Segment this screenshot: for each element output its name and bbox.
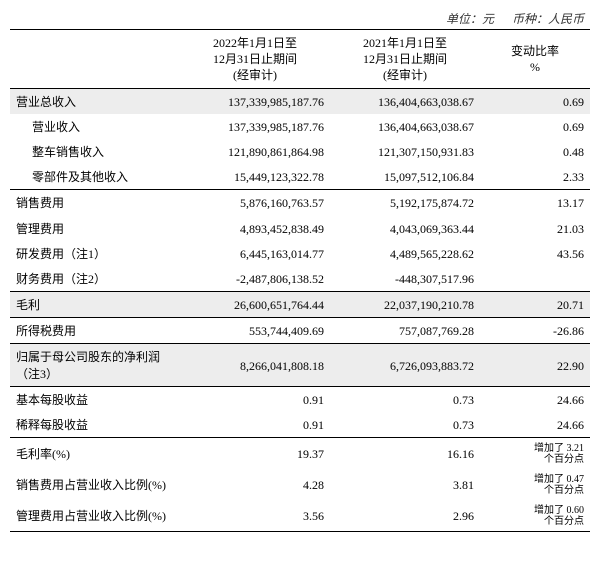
header-change: 变动比率% (480, 30, 590, 89)
change-value: 22.90 (480, 344, 590, 386)
value-2021: 5,192,175,874.72 (330, 190, 480, 216)
value-2022: -2,487,806,138.52 (180, 266, 330, 292)
value-2022: 137,339,985,187.76 (180, 114, 330, 139)
value-2021: 4,043,069,363.44 (330, 216, 480, 241)
header-period-2022: 2022年1月1日至12月31日止期间(经审计) (180, 30, 330, 89)
table-row: 毛利率(%)19.3716.16增加了 3.21个百分点 (10, 438, 590, 470)
value-2021: 22,037,190,210.78 (330, 292, 480, 318)
change-value: 13.17 (480, 190, 590, 216)
value-2022: 15,449,123,322.78 (180, 164, 330, 190)
value-2021: 136,404,663,038.67 (330, 114, 480, 139)
row-label: 整车销售收入 (10, 139, 180, 164)
table-header-row: 2022年1月1日至12月31日止期间(经审计) 2021年1月1日至12月31… (10, 30, 590, 89)
row-label: 基本每股收益 (10, 386, 180, 412)
table-row: 稀释每股收益0.910.7324.66 (10, 412, 590, 438)
change-value: 增加了 0.47个百分点 (480, 469, 590, 500)
value-2022: 553,744,409.69 (180, 318, 330, 344)
row-label: 稀释每股收益 (10, 412, 180, 438)
change-value: 0.48 (480, 139, 590, 164)
value-2022: 0.91 (180, 412, 330, 438)
header-item (10, 30, 180, 89)
change-value: 21.03 (480, 216, 590, 241)
value-2021: 0.73 (330, 412, 480, 438)
row-label: 所得税费用 (10, 318, 180, 344)
change-value (480, 266, 590, 292)
value-2021: 4,489,565,228.62 (330, 241, 480, 266)
change-value: 0.69 (480, 114, 590, 139)
table-row: 管理费用4,893,452,838.494,043,069,363.4421.0… (10, 216, 590, 241)
table-row: 销售费用5,876,160,763.575,192,175,874.7213.1… (10, 190, 590, 216)
value-2022: 19.37 (180, 438, 330, 470)
change-value: 20.71 (480, 292, 590, 318)
table-row: 营业收入137,339,985,187.76136,404,663,038.67… (10, 114, 590, 139)
currency-label: 币种：人民币 (512, 10, 584, 27)
unit-label: 单位：元 (446, 10, 494, 27)
table-row: 基本每股收益0.910.7324.66 (10, 386, 590, 412)
row-label: 零部件及其他收入 (10, 164, 180, 190)
row-label: 销售费用 (10, 190, 180, 216)
change-value: 增加了 3.21个百分点 (480, 438, 590, 470)
table-body: 营业总收入137,339,985,187.76136,404,663,038.6… (10, 88, 590, 532)
change-value: 0.69 (480, 88, 590, 114)
row-label: 管理费用占营业收入比例(%) (10, 500, 180, 532)
value-2021: 2.96 (330, 500, 480, 532)
row-label: 归属于母公司股东的净利润（注3） (10, 344, 180, 386)
value-2021: 121,307,150,931.83 (330, 139, 480, 164)
table-row: 零部件及其他收入15,449,123,322.7815,097,512,106.… (10, 164, 590, 190)
row-label: 毛利率(%) (10, 438, 180, 470)
table-row: 所得税费用553,744,409.69757,087,769.28-26.86 (10, 318, 590, 344)
value-2022: 6,445,163,014.77 (180, 241, 330, 266)
value-2021: 136,404,663,038.67 (330, 88, 480, 114)
value-2022: 5,876,160,763.57 (180, 190, 330, 216)
value-2021: 6,726,093,883.72 (330, 344, 480, 386)
value-2022: 8,266,041,808.18 (180, 344, 330, 386)
row-label: 财务费用（注2） (10, 266, 180, 292)
value-2022: 26,600,651,764.44 (180, 292, 330, 318)
change-value: 43.56 (480, 241, 590, 266)
change-value: 增加了 0.60个百分点 (480, 500, 590, 532)
value-2021: 0.73 (330, 386, 480, 412)
change-value: -26.86 (480, 318, 590, 344)
value-2022: 4.28 (180, 469, 330, 500)
header-period-2021: 2021年1月1日至12月31日止期间(经审计) (330, 30, 480, 89)
value-2022: 4,893,452,838.49 (180, 216, 330, 241)
value-2021: -448,307,517.96 (330, 266, 480, 292)
value-2022: 0.91 (180, 386, 330, 412)
table-row: 管理费用占营业收入比例(%)3.562.96增加了 0.60个百分点 (10, 500, 590, 532)
row-label: 营业收入 (10, 114, 180, 139)
table-row: 毛利26,600,651,764.4422,037,190,210.7820.7… (10, 292, 590, 318)
financial-table: 2022年1月1日至12月31日止期间(经审计) 2021年1月1日至12月31… (10, 29, 590, 532)
value-2021: 3.81 (330, 469, 480, 500)
table-row: 财务费用（注2）-2,487,806,138.52-448,307,517.96 (10, 266, 590, 292)
table-row: 归属于母公司股东的净利润（注3）8,266,041,808.186,726,09… (10, 344, 590, 386)
value-2021: 15,097,512,106.84 (330, 164, 480, 190)
value-2022: 137,339,985,187.76 (180, 88, 330, 114)
change-value: 2.33 (480, 164, 590, 190)
table-row: 销售费用占营业收入比例(%)4.283.81增加了 0.47个百分点 (10, 469, 590, 500)
row-label: 管理费用 (10, 216, 180, 241)
table-row: 营业总收入137,339,985,187.76136,404,663,038.6… (10, 88, 590, 114)
unit-currency-line: 单位：元 币种：人民币 (10, 10, 590, 27)
table-row: 研发费用（注1）6,445,163,014.774,489,565,228.62… (10, 241, 590, 266)
value-2022: 121,890,861,864.98 (180, 139, 330, 164)
row-label: 销售费用占营业收入比例(%) (10, 469, 180, 500)
change-value: 24.66 (480, 386, 590, 412)
value-2022: 3.56 (180, 500, 330, 532)
change-value: 24.66 (480, 412, 590, 438)
table-row: 整车销售收入121,890,861,864.98121,307,150,931.… (10, 139, 590, 164)
row-label: 营业总收入 (10, 88, 180, 114)
value-2021: 16.16 (330, 438, 480, 470)
row-label: 研发费用（注1） (10, 241, 180, 266)
value-2021: 757,087,769.28 (330, 318, 480, 344)
row-label: 毛利 (10, 292, 180, 318)
